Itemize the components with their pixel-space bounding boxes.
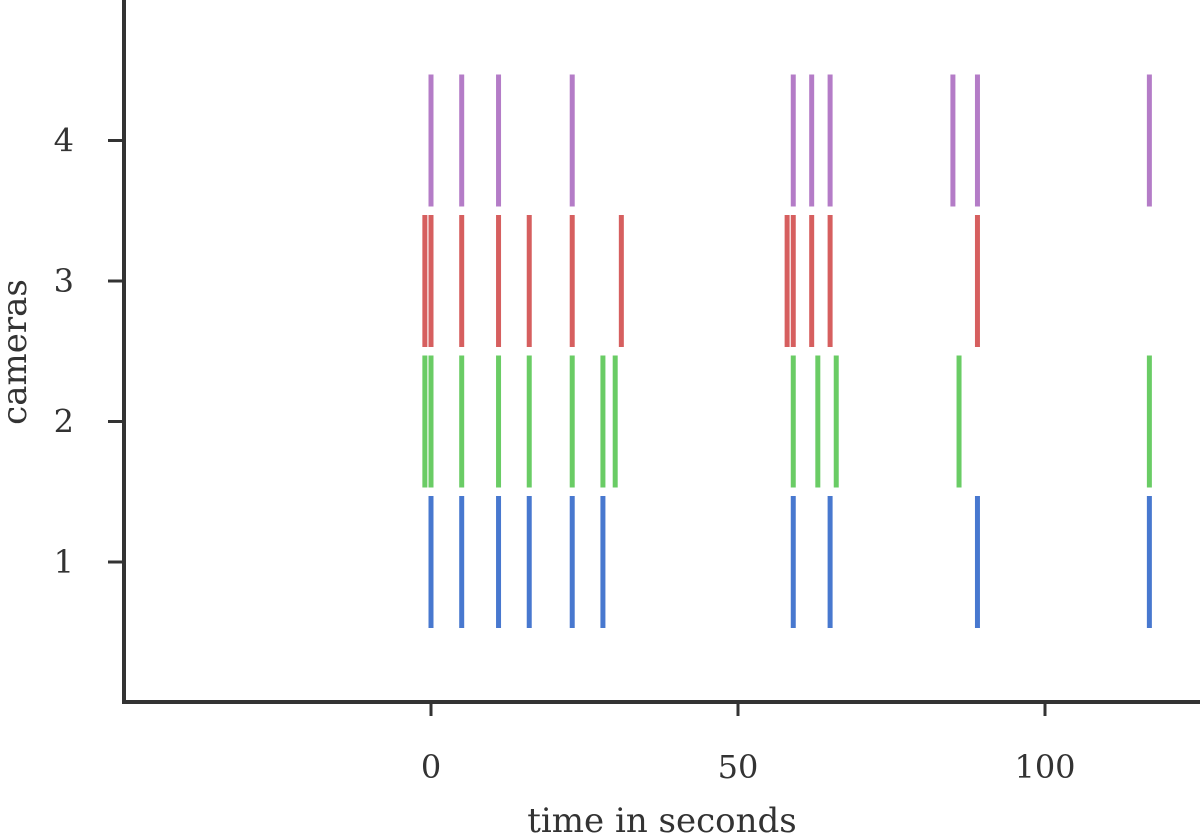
y-axis-label: cameras xyxy=(0,279,35,425)
y-tick-label: 1 xyxy=(54,543,74,581)
y-ticks: 1 2 3 4 xyxy=(54,122,122,581)
y-tick-label: 2 xyxy=(54,403,74,441)
x-ticks: 050100150200 xyxy=(421,704,1076,786)
x-tick-label: 100 xyxy=(1014,748,1075,786)
y-tick-label: 3 xyxy=(54,262,74,300)
x-axis-label: time in seconds xyxy=(527,801,796,840)
y-tick-label: 4 xyxy=(54,122,74,160)
x-tick-label: 0 xyxy=(421,748,441,786)
event-markers xyxy=(422,74,1152,628)
x-tick-label: 50 xyxy=(718,748,759,786)
